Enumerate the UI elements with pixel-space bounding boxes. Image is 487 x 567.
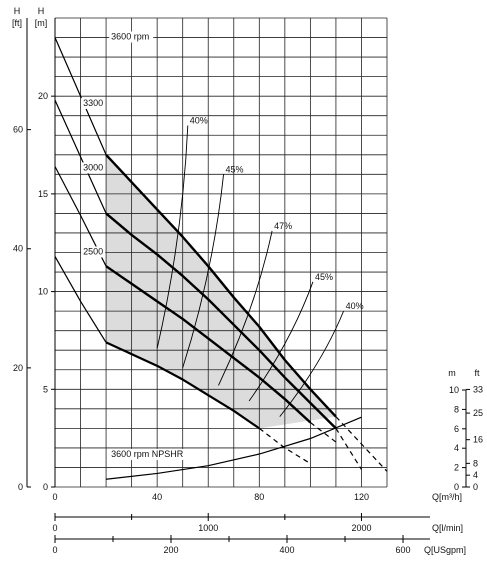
efficiency-lines [156, 125, 345, 417]
head-curve-start [54, 99, 107, 214]
axis-label-lpm: Q[l/min] [432, 523, 463, 533]
efficiency-line [248, 281, 314, 402]
head-curve [105, 153, 337, 418]
npshr-tick-label-ft: 8 [473, 458, 478, 468]
series-label: 2500 [83, 246, 103, 256]
tick-label-m: 10 [38, 287, 48, 297]
series-label: 3600 rpm [111, 31, 149, 41]
efficiency-label: 40% [190, 115, 208, 125]
tick-label-m: 20 [38, 91, 48, 101]
npshr-label: 3600 rpm NPSHR [111, 449, 184, 459]
npshr-tick-label-ft: 25 [473, 408, 483, 418]
series-label-bg [109, 31, 154, 43]
tick-label-lpm: 1000 [198, 523, 218, 533]
npshr-tick-label-ft: 4 [473, 470, 478, 480]
tick-label-lpm: 2000 [351, 523, 371, 533]
npshr-label-bg [109, 448, 202, 460]
head-curve-start [54, 256, 107, 343]
axis-label-x: Q[m³/h] [432, 492, 462, 502]
tick-label-x: 80 [254, 492, 264, 502]
tick-label-ft: 0 [18, 482, 23, 492]
npshr-curve [106, 416, 362, 480]
tick-label-ft: 40 [13, 244, 23, 254]
efficiency-label: 40% [346, 301, 364, 311]
tick-label-m: 5 [43, 384, 48, 394]
efficiency-label: 45% [315, 272, 333, 282]
tick-label-usgpm: 200 [163, 545, 178, 555]
axis-label-usgpm: Q[USgpm] [424, 545, 466, 555]
npshr-tick-label-m: 10 [449, 385, 459, 395]
npshr-tick-label-m: 0 [454, 482, 459, 492]
npshr-tick-label-ft: 16 [473, 435, 483, 445]
axis-unit-m: [m] [35, 18, 48, 28]
head-curve-extension [258, 427, 311, 465]
head-curve [105, 341, 260, 430]
tick-label-usgpm: 400 [279, 545, 294, 555]
head-curve [105, 265, 312, 424]
tick-label-x: 40 [152, 492, 162, 502]
npshr-unit-m: m [448, 368, 456, 378]
efficiency-line [182, 174, 225, 368]
npshr-tick-label-m: 4 [454, 443, 459, 453]
efficiency-line [218, 230, 273, 386]
npshr-tick-label-m: 2 [454, 463, 459, 473]
npshr-tick-label-m: 8 [454, 404, 459, 414]
npshr-tick-label-m: 6 [454, 424, 459, 434]
axis-unit-letter-m: H [38, 6, 45, 16]
chart-grid [54, 17, 388, 488]
tick-label-usgpm: 600 [396, 545, 411, 555]
efficiency-label: 45% [226, 164, 244, 174]
tick-label-m: 15 [38, 189, 48, 199]
series-label-bg [81, 162, 106, 174]
series-label-bg [81, 246, 106, 258]
npshr-tick-label-ft: 33 [473, 384, 483, 394]
series-label: 3300 [83, 98, 103, 108]
head-curve-extension [335, 428, 362, 470]
head-curves [54, 37, 388, 480]
head-curve-extension [335, 416, 388, 472]
axis-unit-ft: [ft] [12, 18, 22, 28]
efficiency-line [156, 125, 189, 349]
tick-label-lpm: 0 [52, 523, 57, 533]
series-label-bg [81, 97, 106, 109]
series-label: 3000 [83, 162, 103, 172]
tick-label-usgpm: 0 [52, 545, 57, 555]
tick-label-x: 0 [52, 492, 57, 502]
chart-labels: 40% 45% 47% 45% 40% 3600 rpm 3300 3000 2500 3600 … [81, 31, 364, 460]
npshr-tick-label-ft: 0 [473, 482, 478, 492]
efficiency-line [279, 310, 345, 417]
tick-label-ft: 20 [13, 363, 23, 373]
tick-label-ft: 60 [13, 125, 23, 135]
efficiency-label: 47% [274, 221, 292, 231]
head-curve [105, 212, 337, 430]
axis-unit-letter-ft: H [14, 6, 21, 16]
head-curve-start [54, 37, 107, 156]
tick-label-m: 0 [43, 482, 48, 492]
tick-label-x: 120 [354, 492, 369, 502]
npshr-unit-ft: ft [474, 368, 480, 378]
